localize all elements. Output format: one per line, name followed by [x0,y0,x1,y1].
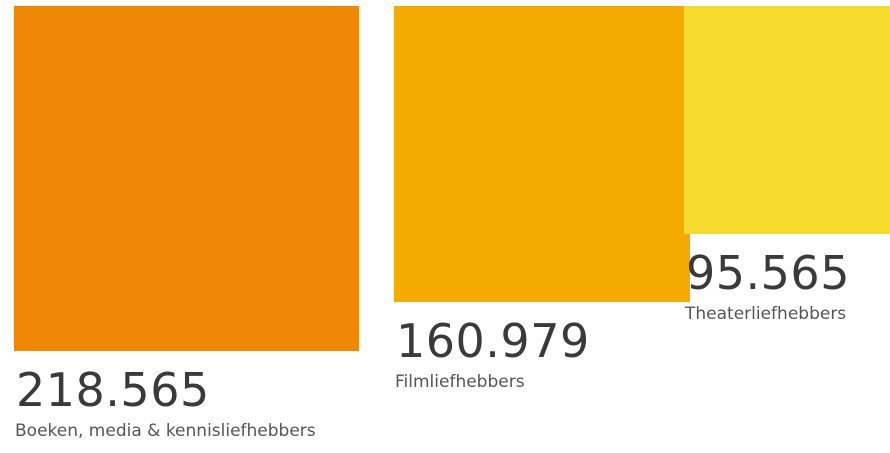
value-theater: 95.565 [686,246,850,300]
square-boeken [14,6,359,351]
value-film: 160.979 [396,314,590,368]
label-film: Filmliefhebbers [395,372,525,392]
label-theater: Theaterliefhebbers [685,304,847,324]
square-film [394,6,690,302]
label-boeken: Boeken, media & kennisliefhebbers [15,421,316,441]
square-theater [684,6,890,234]
value-boeken: 218.565 [16,363,210,417]
